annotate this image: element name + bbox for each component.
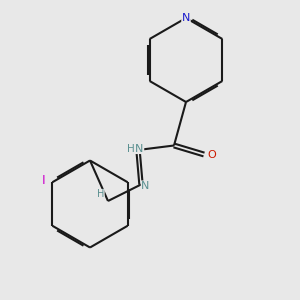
Text: N: N xyxy=(182,13,190,23)
Text: H: H xyxy=(127,143,134,154)
Text: O: O xyxy=(207,149,216,160)
Text: H: H xyxy=(97,189,104,200)
Text: N: N xyxy=(135,143,144,154)
Text: I: I xyxy=(41,174,45,187)
Text: N: N xyxy=(141,181,150,191)
